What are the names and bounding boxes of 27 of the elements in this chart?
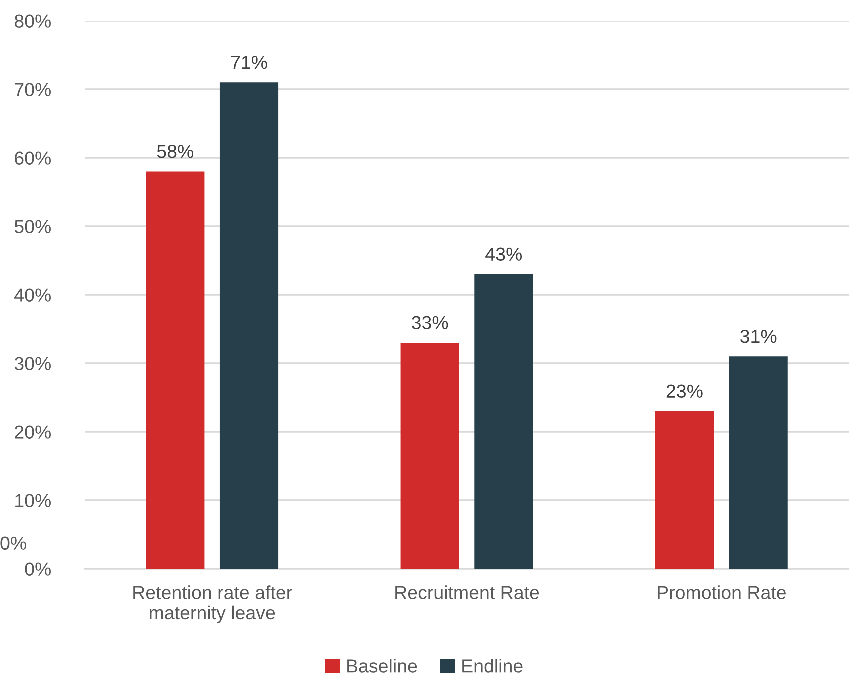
bar <box>400 342 460 569</box>
y-tick-label: 70% <box>15 83 51 96</box>
bar <box>146 172 205 569</box>
data-label: 58% <box>157 144 194 158</box>
text: 0% <box>0 536 26 550</box>
y-tick-label: 40% <box>14 288 51 302</box>
legend-label: Baseline <box>348 659 418 673</box>
y-tick-label: 0% <box>25 562 51 576</box>
y-tick-label: 10% <box>16 494 51 508</box>
bar <box>655 411 714 569</box>
data-label: 43% <box>486 248 522 262</box>
bar <box>474 274 534 569</box>
data-label: 23% <box>666 384 703 398</box>
data-label: 71% <box>231 56 268 70</box>
legend-label: Endline <box>462 659 523 673</box>
y-tick-label: 60% <box>15 152 51 165</box>
data-label: 33% <box>412 316 448 330</box>
bar <box>729 356 788 569</box>
data-label: 31% <box>740 330 777 344</box>
bar <box>220 82 279 569</box>
y-tick-label: 50% <box>14 220 51 234</box>
x-tick-label: Recruitment Rate <box>396 586 540 600</box>
x-tick-label: Promotion Rate <box>658 586 786 600</box>
y-tick-label: 80% <box>14 14 51 28</box>
y-tick-label: 30% <box>14 357 51 370</box>
y-tick-label: 20% <box>15 426 51 439</box>
x-tick-label: Retention rate after maternity leave <box>134 586 292 624</box>
